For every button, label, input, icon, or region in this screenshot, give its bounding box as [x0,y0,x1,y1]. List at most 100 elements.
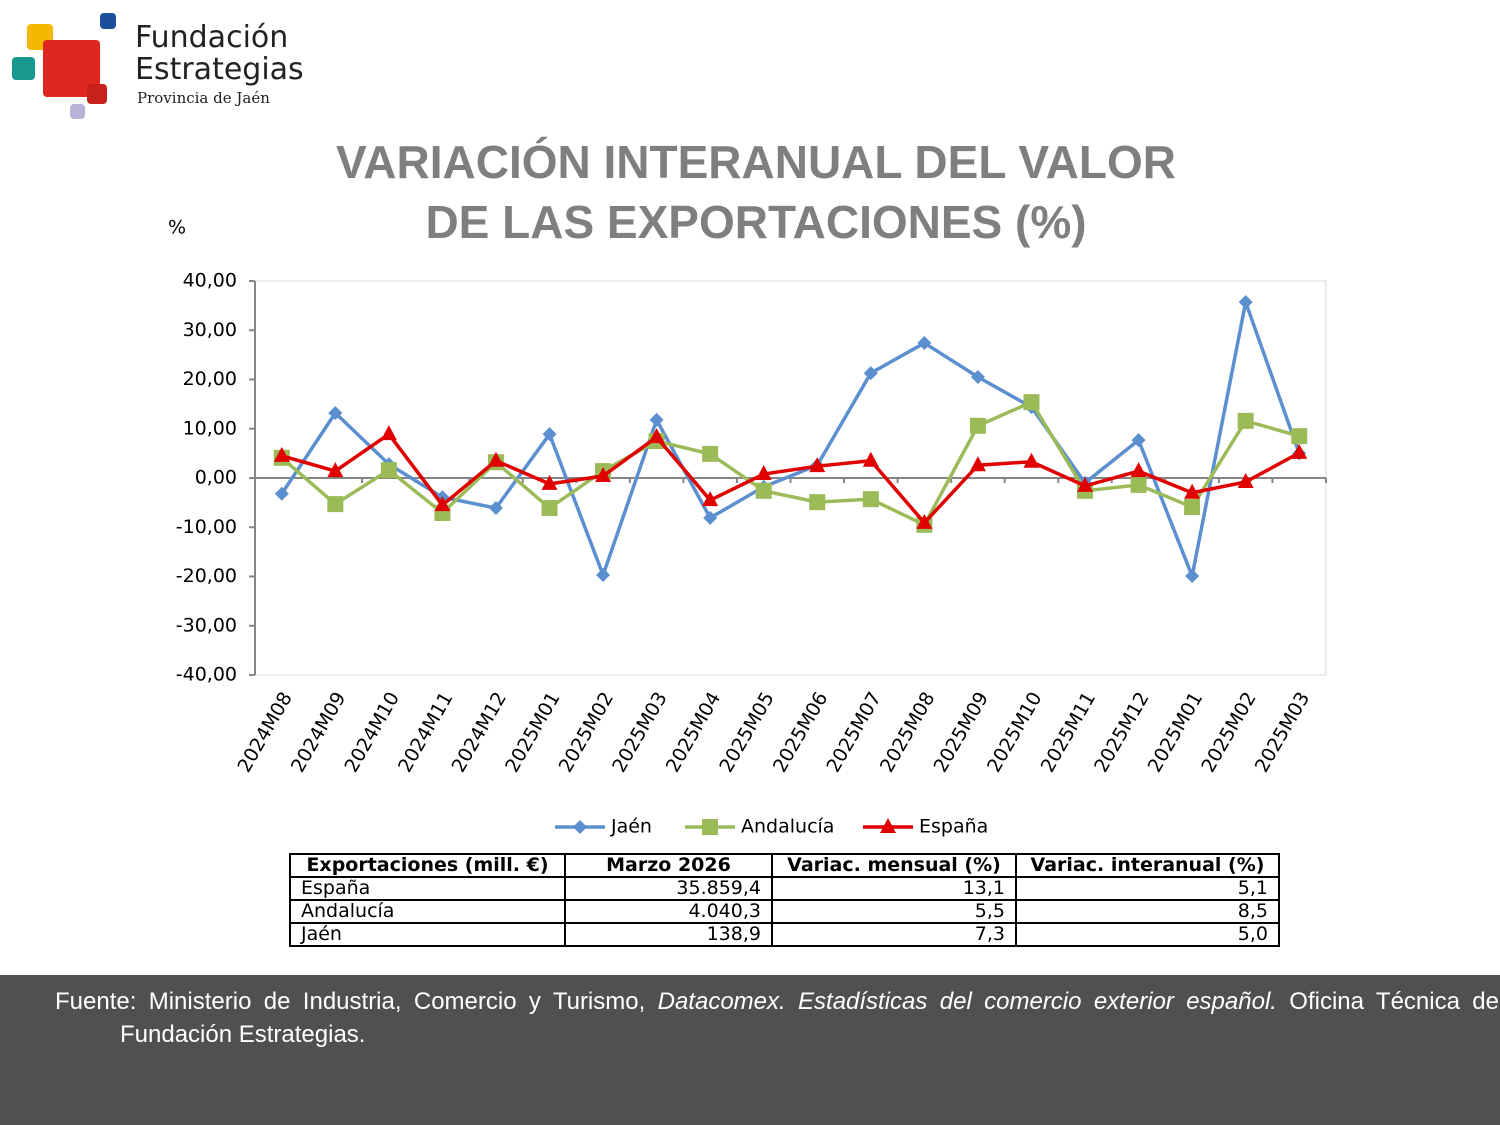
point [970,370,985,385]
logo-square [12,57,35,80]
series-line [281,431,1301,526]
point [541,474,558,490]
point [1130,476,1147,493]
table-cell: 5,5 [771,899,1017,924]
logo-subtitle: Provincia de Jaén [137,89,270,107]
point [542,427,557,442]
point [702,445,719,462]
table-cell: 138,9 [564,922,773,947]
point [273,446,290,462]
table-cell: Variac. interanual (%) [1015,853,1280,878]
y-axis-label: % [168,217,186,239]
point [969,417,986,434]
point [969,456,986,472]
table-cell: 5,1 [1015,876,1280,901]
point [1131,433,1146,448]
point [648,428,665,444]
point [755,482,772,499]
legend-label: Andalucía [741,816,834,838]
series-line [280,399,1300,528]
table-cell: Andalucía [289,899,566,924]
point [488,501,503,516]
table-header: Exportaciones (mill. €) Marzo 2026 Variac.… [289,853,1280,878]
y-tick-label: 20,00 [183,368,237,390]
point [880,818,896,833]
point [596,568,611,583]
legend-label: Jaén [610,816,652,838]
point [755,465,772,481]
chart-title: VARIACIÓN INTERANUAL DEL VALOR [336,136,1176,188]
y-tick-label: -20,00 [176,565,237,587]
point [327,496,344,513]
point [1237,412,1254,429]
point [1237,472,1254,488]
table-cell: Marzo 2026 [564,853,773,878]
point [1238,295,1253,310]
point [702,491,719,507]
point [809,494,826,511]
point [1185,569,1200,584]
table-cell: España [289,876,566,901]
y-tick-label: 10,00 [183,417,237,439]
point [863,366,878,381]
table-cell: 35.859,4 [564,876,773,901]
source-text: Oficina Técnica de la Fundación Estrateg… [120,988,1500,1048]
source-text: Datacomex. Estadísticas del comercio ext… [657,988,1277,1015]
point [916,513,933,529]
point [703,510,718,525]
footer: Fuente: Ministerio de Industria, Comerci… [0,975,1500,1125]
y-tick-label: -10,00 [176,516,237,538]
table-cell: 8,5 [1015,899,1280,924]
logo-square [87,84,107,104]
table-cell: 7,3 [771,922,1017,947]
y-tick-label: 30,00 [183,319,237,341]
point [1291,428,1308,445]
table-row: Andalucía 4.040,3 5,5 8,5 [289,899,1280,924]
table-row: España 35.859,4 13,1 5,1 [289,876,1280,901]
point [434,496,451,512]
table-row: Jaén 138,9 7,3 5,0 [289,922,1280,947]
point [1023,452,1040,468]
point [702,819,718,835]
point [862,491,879,508]
point [380,425,397,441]
point [595,467,612,483]
source-note: Fuente: Ministerio de Industria, Comerci… [55,985,1500,1051]
point [328,405,343,420]
point [1291,443,1308,459]
table-cell: 5,0 [1015,922,1280,947]
logo-square [100,13,116,29]
point [487,451,504,467]
point [274,486,289,501]
point [917,336,932,351]
chart-title: DE LAS EXPORTACIONES (%) [425,196,1087,248]
y-tick-label: -30,00 [176,614,237,636]
y-tick-label: -40,00 [176,664,237,686]
table-cell: 13,1 [771,876,1017,901]
y-tick-label: 40,00 [183,270,237,292]
source-text: Fuente: Ministerio de Industria, Comerci… [55,988,658,1015]
point [1184,499,1201,516]
point [1130,462,1147,478]
legend-label: España [919,816,988,838]
chart: % 40,00 30,00 20,00 10,00 0,00 -10,00 -20,00 -3… [168,217,1327,838]
table-cell: Variac. mensual (%) [771,853,1017,878]
logo-name: Fundación [135,20,289,55]
point [809,457,826,473]
y-tick-label: 0,00 [195,467,237,489]
point [1077,476,1094,492]
point [380,462,397,479]
series-line [280,295,1301,583]
table-cell: 4.040,3 [564,899,773,924]
point [573,820,587,834]
logo-name: Estrategias [135,52,304,87]
x-tick-label: 2025M03 [1251,688,1315,776]
point [862,451,879,467]
point [327,462,344,478]
table-cell: Exportaciones (mill. €) [289,853,566,878]
table-cell: Jaén [289,922,566,947]
point [1023,394,1040,411]
point [1184,483,1201,499]
point [649,412,664,427]
